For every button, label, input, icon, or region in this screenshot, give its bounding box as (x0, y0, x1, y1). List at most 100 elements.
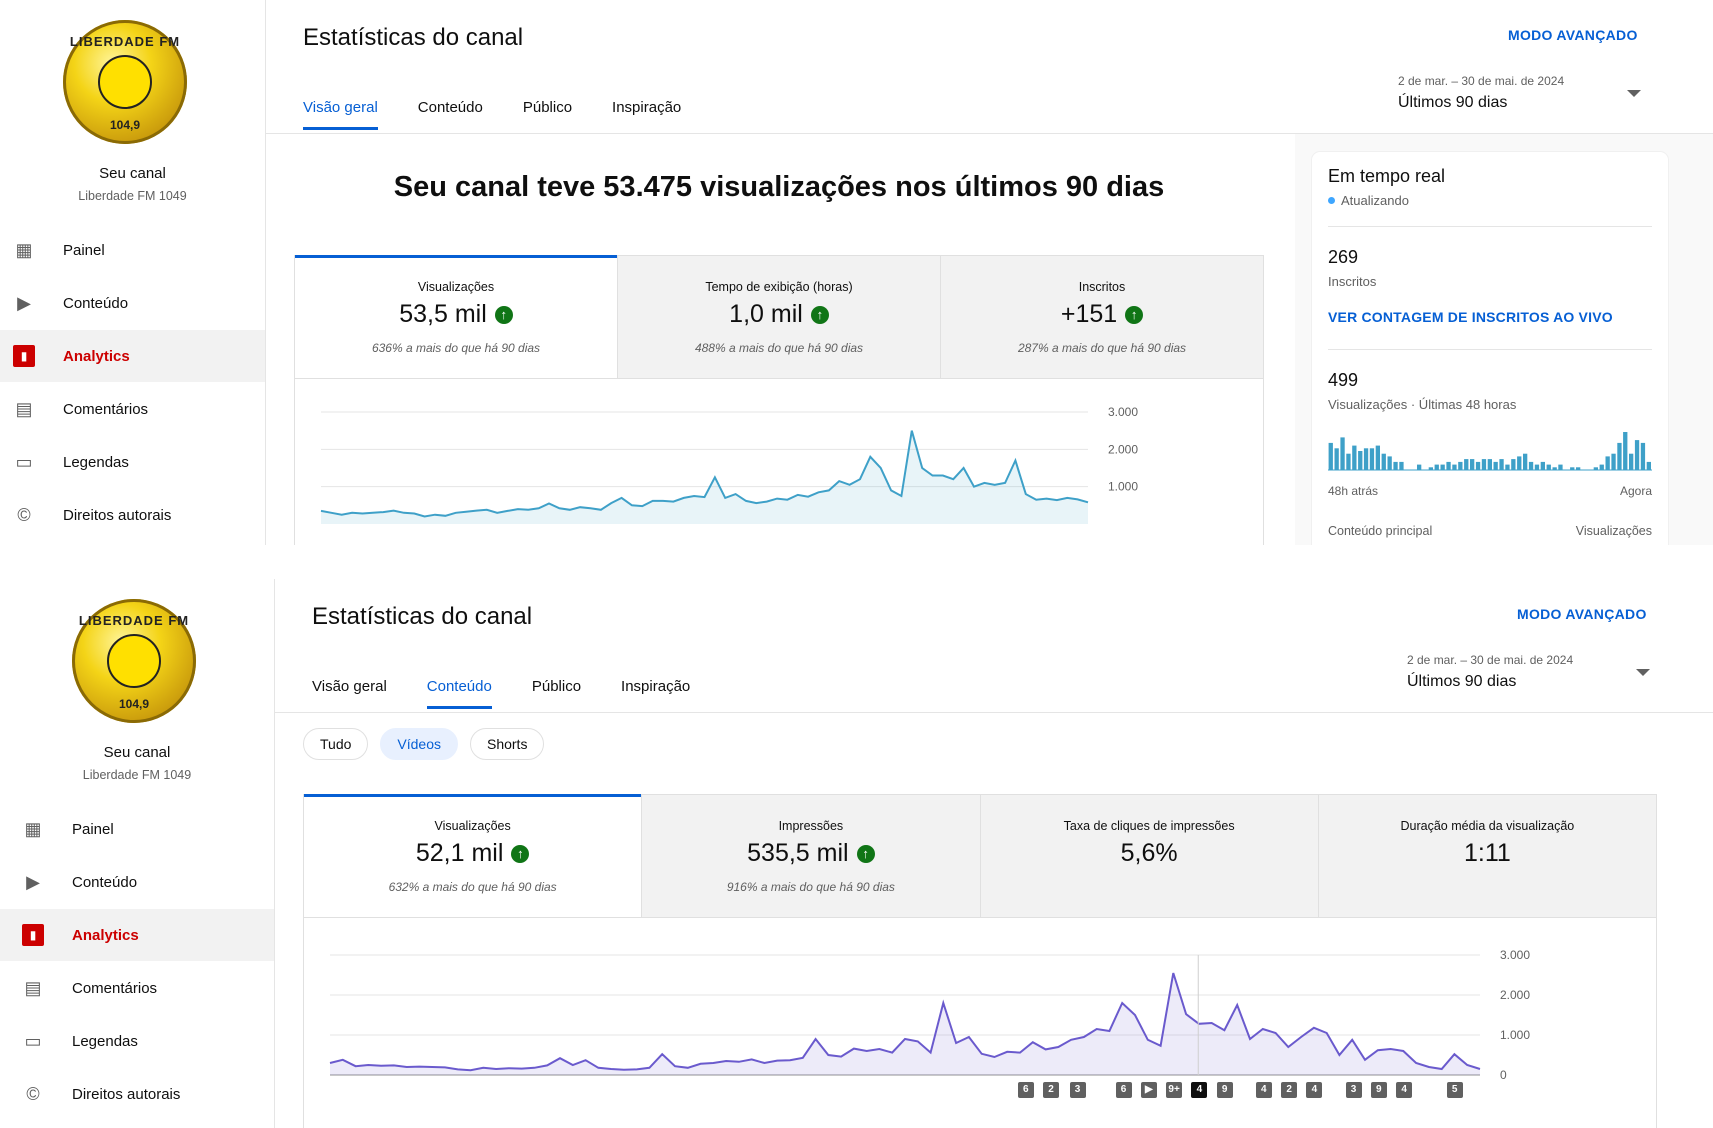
realtime-bar[interactable] (1428, 467, 1433, 470)
advanced-mode-button[interactable]: MODO AVANÇADO (1517, 606, 1647, 622)
filter-chip-2[interactable]: Vídeos (380, 728, 458, 760)
realtime-bar[interactable] (1534, 464, 1540, 470)
metric-card-1[interactable]: Visualizações 52,1 mil ↑ 632% a mais do que… (304, 794, 643, 917)
metric-card-4[interactable]: Duração média da visualização 1:11 (1319, 795, 1656, 917)
video-marker[interactable]: 4 (1396, 1082, 1413, 1098)
metric-card-3[interactable]: Taxa de cliques de impressões 5,6% (981, 795, 1319, 917)
video-marker[interactable]: 9 (1216, 1082, 1233, 1098)
sidebar-item-1[interactable]: ▦ Painel (0, 803, 274, 855)
sidebar-item-5[interactable]: ▭ Legendas (0, 436, 265, 488)
realtime-bar[interactable] (1629, 453, 1634, 470)
realtime-bar[interactable] (1611, 453, 1616, 470)
realtime-bar[interactable] (1570, 467, 1575, 470)
realtime-bar[interactable] (1576, 467, 1581, 470)
video-marker[interactable]: ▶ (1140, 1082, 1157, 1098)
video-marker[interactable]: 4 (1306, 1082, 1323, 1098)
realtime-bar[interactable] (1352, 445, 1357, 470)
channel-logo[interactable]: LIBERDADE FM 104,9 (63, 20, 187, 144)
realtime-bar[interactable] (1470, 459, 1475, 470)
realtime-bar[interactable] (1346, 453, 1351, 470)
video-marker[interactable]: 6 (1115, 1082, 1132, 1098)
sidebar-item-6[interactable]: © Direitos autorais (0, 489, 265, 541)
video-marker[interactable]: 3 (1345, 1082, 1362, 1098)
sidebar-item-4[interactable]: ▤ Comentários (0, 962, 274, 1014)
video-marker[interactable]: 9+ (1166, 1082, 1183, 1098)
sidebar-item-5[interactable]: ▭ Legendas (0, 1015, 274, 1067)
realtime-bar[interactable] (1552, 467, 1557, 470)
video-marker[interactable]: 2 (1043, 1082, 1060, 1098)
channel-logo[interactable]: LIBERDADE FM 104,9 (72, 599, 196, 723)
video-marker[interactable]: 2 (1281, 1082, 1298, 1098)
sidebar-item-3[interactable]: ▮ Analytics (0, 909, 274, 961)
tab-3[interactable]: Público (531, 678, 582, 695)
realtime-bar[interactable] (1440, 464, 1445, 470)
metric-card-2[interactable]: Impressões 535,5 mil ↑ 916% a mais do que h… (642, 795, 981, 917)
sidebar-item-2[interactable]: ▶ Conteúdo (0, 277, 265, 329)
tab-1[interactable]: Visão geral (312, 678, 387, 695)
realtime-bar[interactable] (1363, 448, 1369, 470)
tab-1[interactable]: Visão geral (303, 99, 378, 130)
realtime-bar[interactable] (1464, 459, 1469, 470)
realtime-bar[interactable] (1493, 461, 1498, 470)
live-subscriber-count-link[interactable]: VER CONTAGEM DE INSCRITOS AO VIVO (1328, 309, 1613, 325)
realtime-bar[interactable] (1517, 456, 1522, 470)
video-marker[interactable]: 3 (1069, 1082, 1086, 1098)
realtime-bar[interactable] (1593, 467, 1598, 470)
realtime-bar[interactable] (1458, 461, 1463, 470)
realtime-bar[interactable] (1623, 432, 1628, 470)
sidebar-item-6[interactable]: © Direitos autorais (0, 1068, 274, 1120)
tab-3[interactable]: Público (522, 99, 573, 116)
realtime-bar[interactable] (1505, 464, 1510, 470)
realtime-bar[interactable] (1399, 461, 1404, 470)
realtime-bar[interactable] (1381, 453, 1386, 470)
video-marker[interactable]: 5 (1446, 1082, 1463, 1098)
tab-4[interactable]: Inspiração (621, 678, 691, 695)
realtime-bar[interactable] (1523, 453, 1528, 470)
video-marker[interactable]: 6 (1017, 1082, 1034, 1098)
realtime-bar[interactable] (1446, 461, 1451, 470)
advanced-mode-button[interactable]: MODO AVANÇADO (1508, 27, 1638, 43)
metric-card-3[interactable]: Inscritos +151 ↑ 287% a mais do que há 90 d… (941, 256, 1263, 378)
sidebar-item-2[interactable]: ▶ Conteúdo (0, 856, 274, 908)
tab-2[interactable]: Conteúdo (426, 678, 492, 709)
filter-chip-1[interactable]: Tudo (303, 728, 369, 760)
sidebar-item-1[interactable]: ▦ Painel (0, 224, 265, 276)
realtime-bar[interactable] (1334, 448, 1339, 470)
realtime-bar[interactable] (1640, 442, 1646, 470)
metric-card-1[interactable]: Visualizações 53,5 mil ↑ 636% a mais do que… (295, 255, 618, 378)
video-marker[interactable]: 9 (1370, 1082, 1387, 1098)
realtime-bar[interactable] (1546, 464, 1551, 470)
realtime-bar[interactable] (1387, 456, 1392, 470)
realtime-bar[interactable] (1599, 464, 1604, 470)
realtime-bar[interactable] (1605, 456, 1610, 470)
views-line-chart[interactable]: 3.000 2.000 1.000 (295, 379, 1263, 545)
realtime-bar[interactable] (1540, 461, 1545, 470)
video-marker[interactable]: 4 (1191, 1082, 1208, 1098)
realtime-bar[interactable] (1646, 461, 1651, 470)
realtime-bar[interactable] (1369, 448, 1375, 470)
realtime-bar[interactable] (1340, 437, 1345, 470)
realtime-bar[interactable] (1475, 461, 1481, 470)
realtime-bar[interactable] (1358, 451, 1363, 470)
tab-2[interactable]: Conteúdo (417, 99, 483, 116)
filter-chip-3[interactable]: Shorts (469, 728, 545, 760)
tab-4[interactable]: Inspiração (612, 99, 682, 116)
series-line[interactable] (320, 430, 1089, 518)
realtime-bar[interactable] (1481, 459, 1487, 470)
views-area-chart[interactable]: 3.000 2.000 1.000 0 (304, 918, 1656, 1128)
realtime-bar[interactable] (1452, 464, 1457, 470)
date-range-selector[interactable]: 2 de mar. – 30 de mai. de 2024 Últimos 9… (1398, 74, 1641, 112)
realtime-bar[interactable] (1499, 459, 1504, 470)
sidebar-item-3[interactable]: ▮ Analytics (0, 330, 265, 382)
series-line[interactable] (329, 972, 1481, 1072)
metric-card-2[interactable]: Tempo de exibição (horas) 1,0 mil ↑ 488% a … (618, 256, 941, 378)
realtime-bar[interactable] (1375, 445, 1380, 470)
realtime-bar-chart[interactable] (1312, 420, 1668, 480)
realtime-bar[interactable] (1393, 461, 1398, 470)
video-marker[interactable]: 4 (1255, 1082, 1272, 1098)
realtime-bar[interactable] (1617, 442, 1622, 470)
realtime-bar[interactable] (1634, 440, 1640, 470)
realtime-bar[interactable] (1528, 461, 1534, 470)
realtime-bar[interactable] (1328, 442, 1333, 470)
date-range-selector[interactable]: 2 de mar. – 30 de mai. de 2024 Últimos 9… (1407, 653, 1650, 691)
